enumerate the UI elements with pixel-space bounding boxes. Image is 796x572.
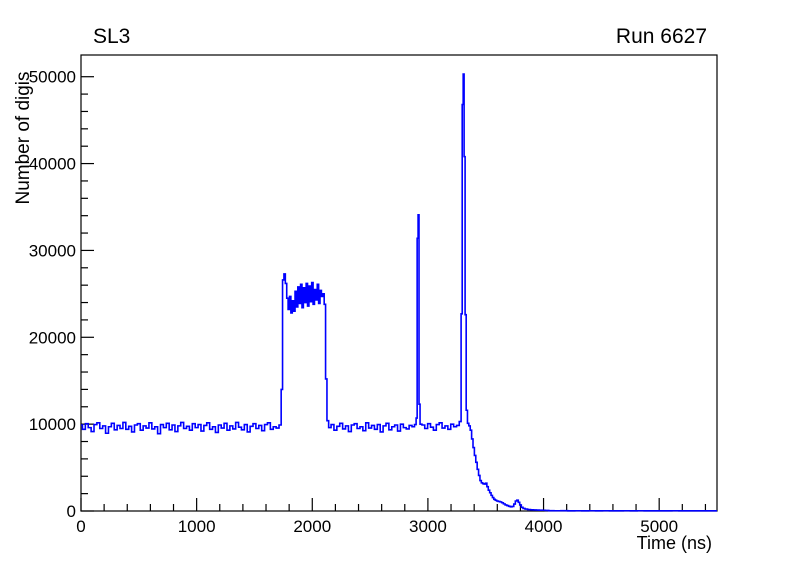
plot-frame [80,54,718,512]
y-tick-label: 10000 [29,415,76,434]
data-line [81,73,717,512]
x-axis: 0 1000 2000 3000 4000 5000 [76,498,707,536]
x-tick-label: 0 [76,517,85,536]
y-tick-label: 20000 [29,328,76,347]
chart-title: SL3 [93,25,131,48]
y-tick-label: 30000 [29,241,76,260]
y-axis: 0 10000 20000 30000 40000 50000 [29,68,94,521]
y-tick-label: 50000 [29,68,76,87]
x-tick-label: 5000 [640,517,678,536]
y-tick-label: 40000 [29,155,76,174]
x-tick-label: 2000 [293,517,331,536]
x-axis-title: Time (ns) [636,533,712,553]
y-tick-label: 0 [67,502,76,521]
x-tick-label: 3000 [409,517,447,536]
run-annotation: Run 6627 [615,25,707,48]
x-tick-label: 4000 [525,517,563,536]
x-tick-label: 1000 [178,517,216,536]
